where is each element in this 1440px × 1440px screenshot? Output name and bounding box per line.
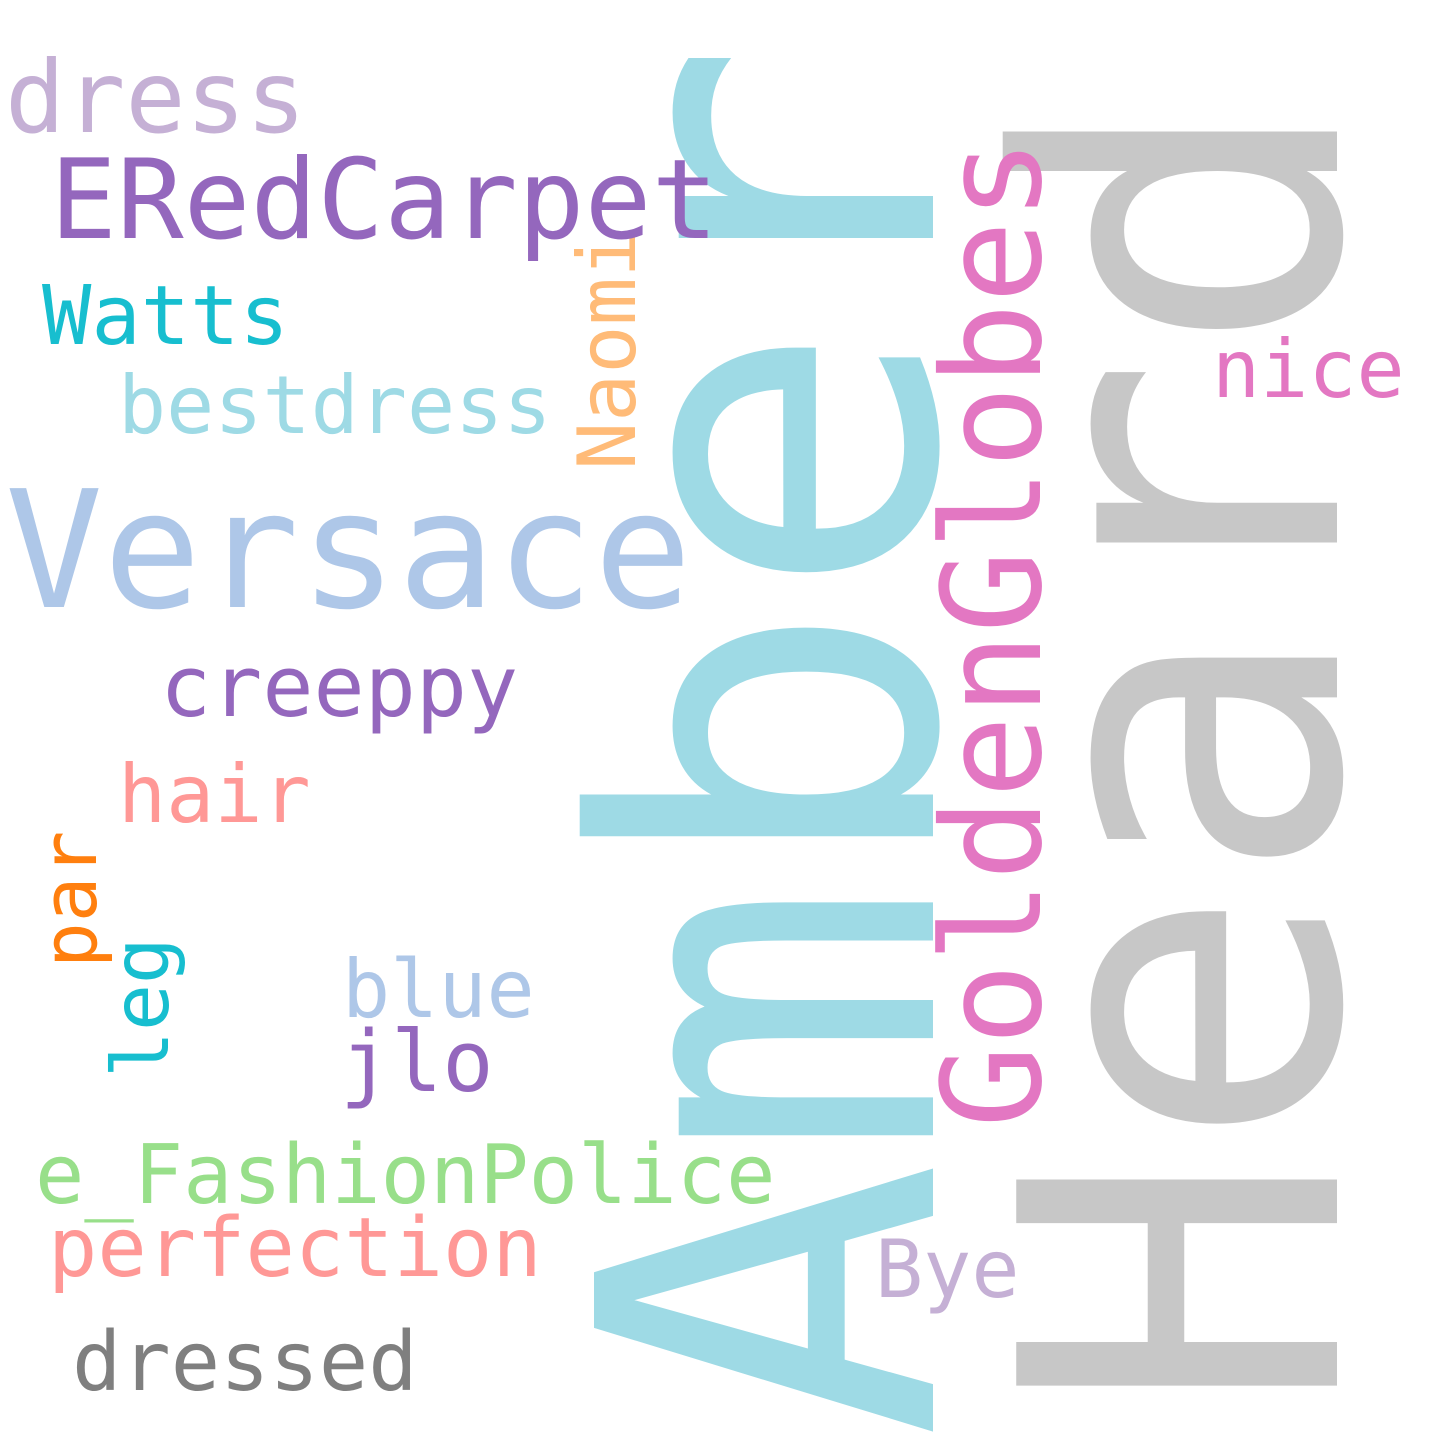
word-versace: Versace	[5, 457, 692, 646]
word-hair: hair	[118, 748, 311, 841]
word-blue: blue	[342, 943, 535, 1036]
word-watts: Watts	[42, 269, 289, 364]
word-naomi: Naomi	[561, 229, 654, 470]
word-bestdress: bestdress	[118, 359, 552, 452]
word-dressed: dressed	[72, 1315, 418, 1410]
word-goldenglobes: GoldenGlobes	[914, 138, 1073, 1128]
word-dress: dress	[5, 39, 307, 156]
word-perfection: perfection	[48, 1201, 542, 1296]
word-jlo: jlo	[340, 1013, 494, 1112]
word-creeppy: creeppy	[160, 638, 519, 737]
word-eredcarpet: ERedCarpet	[50, 136, 719, 265]
word-nice: nice	[1212, 323, 1405, 416]
word-leg: leg	[97, 937, 187, 1078]
word-e-fashionpolice: e_FashionPolice	[35, 1128, 776, 1223]
word-bye: Bye	[875, 1223, 1020, 1316]
